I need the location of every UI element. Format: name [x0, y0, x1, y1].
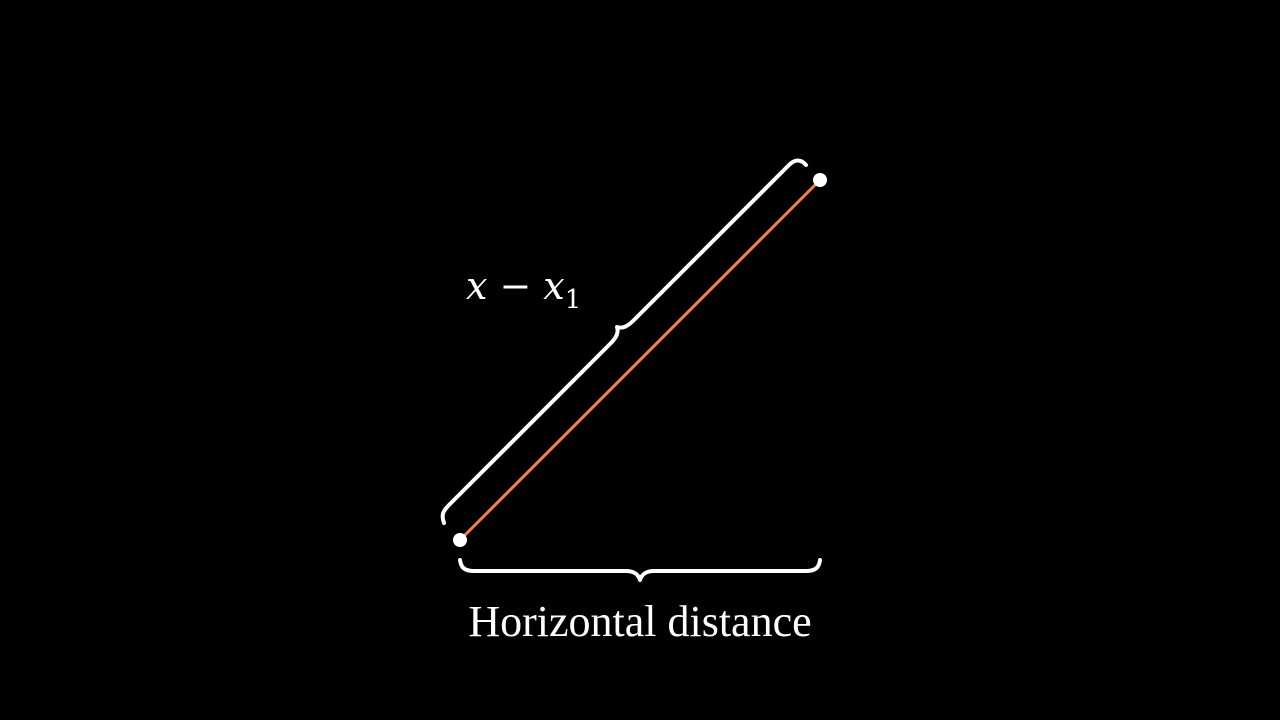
label-subscript: 1 — [564, 285, 582, 315]
horizontal-brace — [458, 558, 822, 582]
start-point — [453, 533, 467, 547]
label-variable-x: x — [466, 264, 488, 308]
line-segment — [458, 178, 822, 542]
end-point — [813, 173, 827, 187]
label-variable-x1: x — [543, 264, 565, 308]
horizontal-distance-caption: Horizontal distance — [468, 597, 812, 646]
label-minus-operator: − — [499, 264, 532, 308]
diagonal-brace — [440, 158, 808, 525]
diagonal-brace-label: x − x1 — [466, 264, 581, 315]
